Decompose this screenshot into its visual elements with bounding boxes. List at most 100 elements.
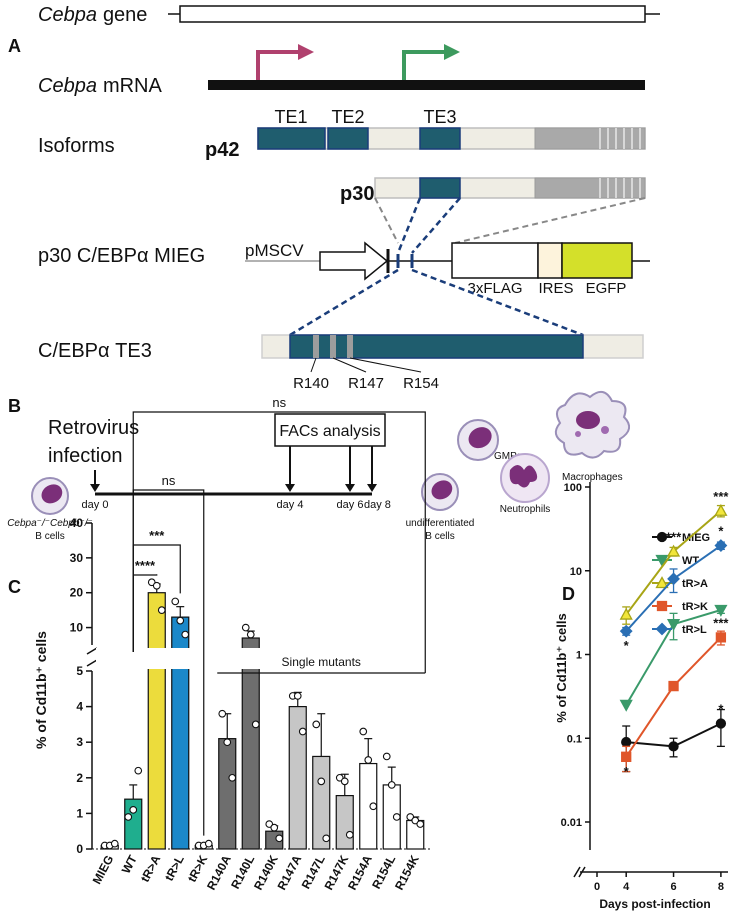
- zoom-line: [289, 268, 399, 337]
- data-point: [312, 720, 321, 729]
- residue-mark: [313, 335, 319, 358]
- x-axis-title: Days post-infection: [599, 897, 710, 911]
- fate-label: Neutrophils: [500, 504, 551, 515]
- mrna-label: Cebpa mRNA: [38, 75, 162, 97]
- arrow-head: [285, 484, 295, 492]
- isoform-tail: [534, 127, 646, 150]
- group-label: Single mutants: [282, 655, 361, 669]
- data-point: [228, 773, 237, 782]
- construct-part-label: IRES: [538, 280, 573, 297]
- significance-label: ns: [162, 473, 176, 488]
- p30-arrow-head: [444, 44, 460, 60]
- te3-title: C/EBPα TE3: [38, 340, 152, 362]
- y-tick-label: 10: [70, 621, 84, 635]
- marker: [656, 600, 668, 612]
- x-tick-label: WT: [119, 852, 140, 876]
- marker: [621, 736, 632, 748]
- data-point: [340, 777, 349, 786]
- data-point: [416, 820, 425, 828]
- exon-label: TE2: [331, 107, 364, 127]
- day-label: day 0: [82, 499, 109, 511]
- significance-label: ***: [713, 489, 729, 504]
- data-point: [359, 727, 368, 736]
- marker: [621, 751, 632, 762]
- exon: [257, 127, 326, 150]
- zoom-line: [396, 197, 422, 254]
- data-point: [364, 756, 373, 764]
- marker: [668, 680, 679, 692]
- isoforms-title: Isoforms: [38, 135, 115, 157]
- plain-part: mRNA: [103, 75, 163, 97]
- vacuole: [575, 431, 581, 437]
- marker: [655, 576, 669, 589]
- marker: [715, 718, 727, 729]
- italic-part: Cebpa: [38, 75, 97, 97]
- data-point: [124, 813, 133, 821]
- infection-title: infection: [48, 445, 123, 467]
- x-tick-label: tR>A: [138, 853, 164, 885]
- legend-label: WT: [682, 555, 699, 567]
- nucleus: [41, 484, 63, 504]
- y-tick-label: 4: [76, 700, 83, 714]
- p30-start-arrow: [402, 50, 446, 80]
- assay-box: [274, 413, 386, 447]
- bar: [241, 637, 260, 850]
- legend-label: tR>A: [682, 578, 708, 590]
- data-point: [298, 727, 307, 736]
- legend-label: MIEG: [682, 532, 710, 544]
- data-point: [241, 623, 250, 632]
- y-axis-title: % of Cd11b⁺ cells: [554, 613, 569, 722]
- construct-part: [451, 242, 539, 279]
- significance-bracket: [132, 411, 426, 673]
- panel-label: D: [562, 584, 575, 604]
- significance-label: *: [624, 638, 630, 653]
- x-tick-label: 4: [623, 881, 630, 893]
- axis-break-gap: [96, 648, 436, 669]
- te3-domain: [289, 334, 584, 359]
- day-label: day 4: [277, 499, 304, 511]
- data-point: [317, 777, 326, 786]
- italic-part: Cebpa: [38, 4, 97, 26]
- y-tick-label: 40: [70, 516, 84, 530]
- neutrophil-nucleus: [509, 465, 538, 488]
- panel-label: B: [8, 396, 21, 416]
- marker: [655, 554, 669, 567]
- nucleus: [468, 427, 492, 449]
- construct-part-label: EGFP: [586, 280, 627, 297]
- day-label: day 8: [364, 499, 391, 511]
- zoom-line: [454, 197, 646, 244]
- data-point: [387, 781, 396, 789]
- residue-connector: [349, 357, 422, 373]
- day-label: day 6: [337, 499, 364, 511]
- plain-part: gene: [103, 4, 148, 26]
- cell-label: undifferentiated: [406, 518, 475, 529]
- construct-part-label: 3xFLAG: [467, 280, 522, 297]
- exon: [419, 127, 461, 150]
- residue-mark: [330, 335, 336, 358]
- marker: [619, 624, 633, 638]
- data-point: [275, 834, 284, 843]
- marker: [714, 539, 728, 552]
- data-point: [176, 616, 185, 625]
- vector-label: pMSCV: [245, 241, 304, 260]
- marker: [619, 699, 633, 712]
- y-tick-label: 20: [70, 586, 84, 600]
- significance-label: ****: [135, 558, 156, 573]
- construct-title: p30 C/EBPα MIEG: [38, 245, 205, 267]
- vacuole: [601, 426, 609, 434]
- x-tick-label: MIEG: [90, 853, 117, 887]
- legend-label: tR>K: [682, 601, 708, 613]
- residue-label: R140: [293, 375, 329, 392]
- marker: [666, 544, 681, 557]
- gene-box: [179, 5, 646, 23]
- marker: [655, 622, 669, 636]
- cell-label: B cells: [35, 531, 64, 542]
- cell-label: B cells: [425, 531, 454, 542]
- data-point: [293, 692, 302, 700]
- marker: [667, 572, 680, 586]
- arrow-head: [367, 484, 377, 492]
- zoom-line: [411, 268, 584, 337]
- exon-label: TE3: [423, 107, 456, 127]
